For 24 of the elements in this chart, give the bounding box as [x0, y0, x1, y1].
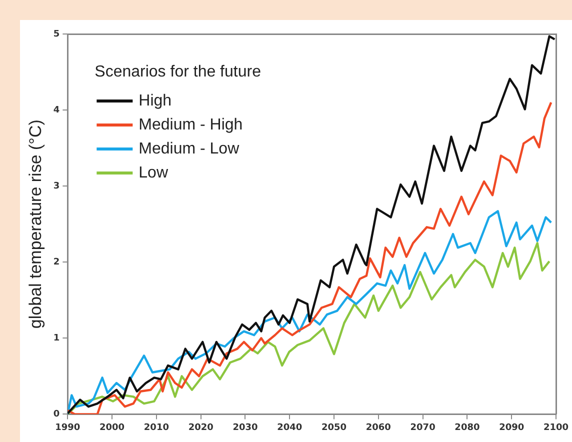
legend-label: Medium - Low: [138, 140, 240, 158]
y-tick-label: 5: [53, 29, 60, 40]
legend-label: Medium - High: [138, 116, 243, 134]
y-tick-label: 4: [53, 105, 60, 116]
x-tick-label: 2020: [188, 422, 214, 433]
y-tick-label: 1: [53, 334, 60, 344]
x-tick-label: 2070: [410, 422, 436, 433]
y-tick-label: 2: [53, 257, 60, 268]
x-tick-label: 2080: [454, 422, 480, 433]
y-axis-title: global temperature rise (°C): [26, 120, 45, 329]
x-tick-label: 2000: [100, 422, 125, 433]
x-tick-label: 2050: [321, 422, 347, 433]
x-tick-label: 2090: [499, 422, 524, 433]
x-tick-label: 2040: [277, 422, 302, 433]
legend-label: High: [138, 92, 172, 110]
x-tick-label: 2100: [543, 422, 569, 433]
x-tick-label: 2060: [366, 422, 391, 433]
y-tick-label: 3: [53, 181, 60, 192]
x-tick-label: 2010: [144, 422, 169, 433]
legend-label: Low: [138, 164, 168, 182]
legend-title: Scenarios for the future: [94, 63, 262, 80]
x-tick-label: 2030: [232, 422, 258, 433]
y-tick-label: 0: [53, 410, 60, 420]
x-tick-label: 1990: [55, 422, 80, 433]
